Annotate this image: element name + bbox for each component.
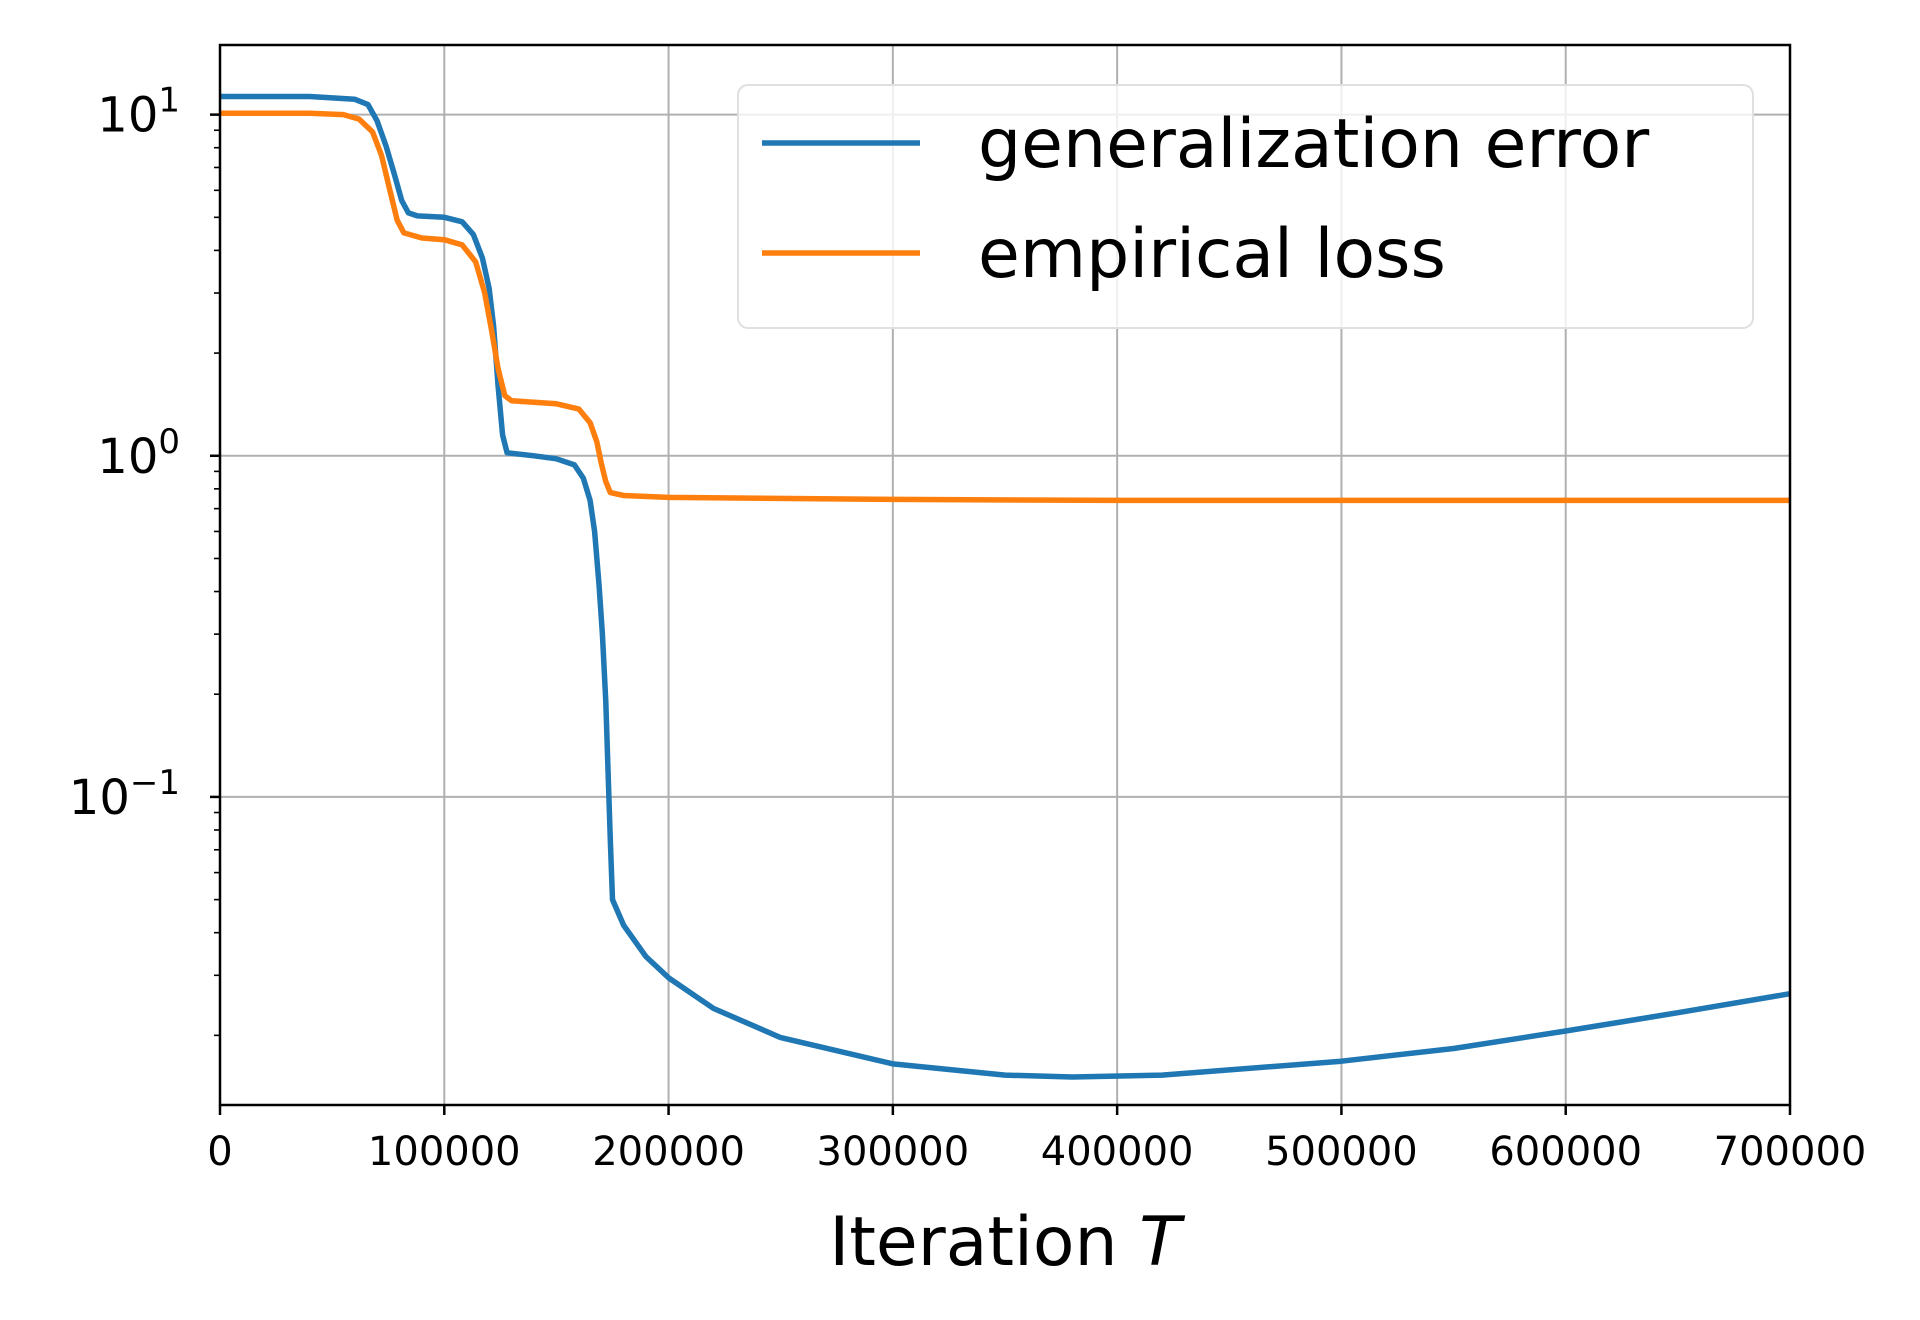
y-tick-label: 101 — [97, 81, 180, 144]
series-layer — [220, 93, 1791, 1080]
y-tick-label-base: 10 — [69, 770, 130, 826]
x-axis-label-variable: T — [1139, 1203, 1185, 1282]
y-tick-label: 100 — [97, 422, 180, 485]
x-tick-label: 600000 — [1489, 1129, 1642, 1175]
y-tick-label-base: 10 — [97, 88, 158, 144]
y-tick-label-exponent: 1 — [158, 81, 180, 121]
axes-frame — [218, 43, 1792, 1107]
plot-area — [210, 43, 1792, 1115]
x-tick-label: 100000 — [368, 1129, 521, 1175]
series-line-empirical-loss — [220, 110, 1790, 504]
x-tick-label: 0 — [207, 1129, 232, 1175]
x-tick-label: 400000 — [1041, 1129, 1194, 1175]
x-axis-label: Iteration T — [829, 1203, 1185, 1282]
y-tick-label-base: 10 — [97, 429, 158, 485]
y-tick-label-exponent: 0 — [158, 422, 180, 462]
y-tick-label: 10−1 — [69, 763, 180, 826]
series-line-generalization-error — [220, 93, 1791, 1080]
x-tick-label: 200000 — [592, 1129, 745, 1175]
legend: generalization error empirical loss — [737, 84, 1754, 329]
tick-layer — [210, 113, 1792, 1115]
x-tick-labels: 0 100000 200000 300000 400000 500000 600000 700… — [207, 1129, 1866, 1175]
x-tick-label: 700000 — [1714, 1129, 1867, 1175]
legend-label-empirical-loss: empirical loss — [978, 215, 1446, 294]
x-axis-label-text: Iteration — [829, 1203, 1139, 1282]
y-tick-label-exponent: −1 — [130, 763, 180, 803]
legend-label-generalization-error: generalization error — [978, 105, 1649, 184]
legend-box — [737, 84, 1754, 329]
x-tick-label: 300000 — [817, 1129, 970, 1175]
x-tick-label: 500000 — [1265, 1129, 1418, 1175]
